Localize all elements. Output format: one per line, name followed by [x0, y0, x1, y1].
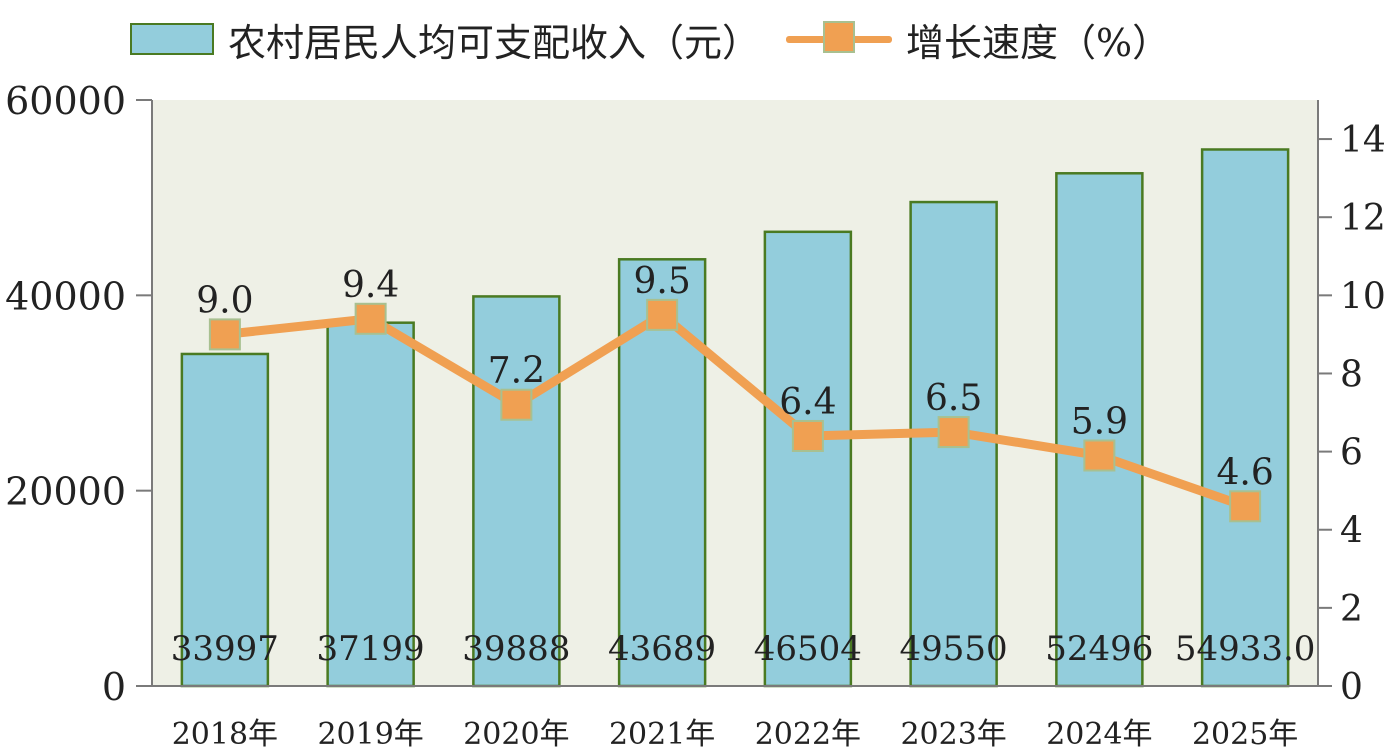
growth-data-label: 4.6: [1216, 452, 1273, 493]
x-tick-label: 2024年: [1046, 717, 1152, 752]
income-data-label: 37199: [317, 629, 425, 669]
right-tick-label: 2: [1340, 589, 1363, 630]
right-tick-label: 6: [1340, 433, 1363, 474]
income-data-label: 39888: [462, 629, 570, 669]
left-tick-label: 40000: [5, 274, 126, 318]
income-data-label: 54933.0: [1175, 629, 1316, 669]
legend-line-swatch: [786, 19, 893, 59]
left-tick-label: 60000: [5, 79, 126, 123]
legend-bar-swatch: [130, 23, 214, 55]
right-tick-label: 0: [1340, 667, 1363, 708]
income-bar: [763, 230, 853, 688]
left-tick-label: 20000: [5, 470, 126, 514]
right-tick-label: 14: [1340, 120, 1386, 161]
growth-marker: [354, 302, 387, 335]
growth-marker: [208, 318, 241, 351]
x-tick-label: 2025年: [1192, 717, 1298, 752]
growth-marker: [646, 298, 679, 331]
income-bar: [472, 295, 561, 688]
growth-data-label: 6.5: [925, 378, 982, 419]
growth-marker: [500, 388, 533, 421]
income-data-label: 52496: [1045, 629, 1153, 669]
growth-marker: [1083, 439, 1116, 472]
growth-data-label: 9.0: [196, 280, 253, 321]
growth-data-label: 5.9: [1071, 402, 1128, 443]
x-tick-label: 2020年: [463, 717, 569, 752]
legend-item-growth: 增长速度（%）: [786, 12, 1170, 67]
growth-data-label: 7.2: [488, 351, 545, 392]
legend: 农村居民人均可支配收入（元） 增长速度（%）: [130, 12, 1170, 67]
x-tick-label: 2023年: [900, 717, 1006, 752]
x-tick-label: 2019年: [317, 717, 423, 752]
right-tick-label: 10: [1340, 276, 1386, 317]
growth-data-label: 9.4: [342, 265, 399, 306]
growth-marker: [937, 416, 970, 449]
x-tick-label: 2022年: [755, 717, 861, 752]
growth-line: [220, 310, 1250, 511]
income-data-label: 43689: [608, 629, 716, 669]
income-data-label: 33997: [171, 629, 279, 669]
growth-data-label: 9.5: [633, 261, 690, 302]
growth-data-label: 6.4: [779, 382, 836, 423]
income-bar: [1200, 148, 1290, 688]
right-tick-label: 12: [1340, 198, 1386, 239]
income-bar: [1055, 172, 1144, 688]
legend-label-income: 农村居民人均可支配收入（元）: [228, 20, 761, 65]
legend-label-growth: 增长速度（%）: [906, 20, 1171, 65]
x-tick-label: 2021年: [609, 717, 715, 752]
income-data-label: 49550: [900, 629, 1008, 669]
left-tick-label: 0: [102, 665, 126, 709]
growth-marker: [791, 419, 824, 452]
growth-marker: [1229, 490, 1262, 523]
legend-item-income: 农村居民人均可支配收入（元）: [130, 12, 760, 67]
income-data-label: 46504: [754, 629, 862, 669]
right-tick-label: 8: [1340, 354, 1363, 395]
right-tick-label: 4: [1340, 511, 1363, 552]
income-bar: [180, 352, 270, 688]
x-tick-label: 2018年: [172, 717, 278, 752]
